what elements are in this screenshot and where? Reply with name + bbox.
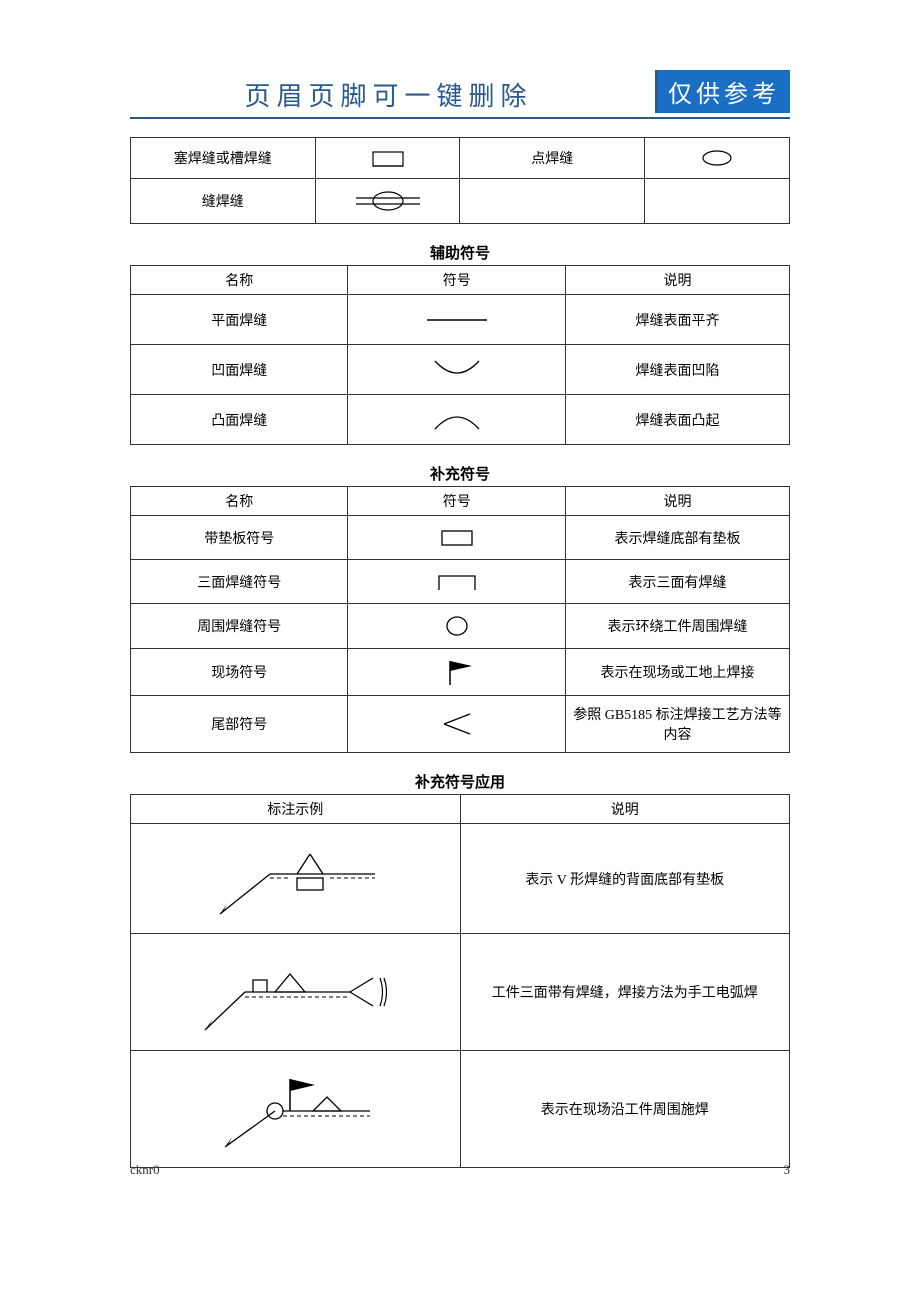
cell-desc: 表示 V 形焊缝的背面底部有垫板 [460, 824, 790, 934]
cell-desc: 参照 GB5185 标注焊接工艺方法等内容 [565, 696, 789, 753]
application-table: 标注示例 说明 表示 V 形焊缝的背面底部有垫板 [130, 794, 790, 1168]
page: 页眉页脚可一键删除 仅供参考 塞焊缝或槽焊缝 点焊缝 缝焊缝 [0, 0, 920, 1208]
section-title: 补充符号 [130, 463, 790, 484]
table-row: 表示在现场沿工件周围施焊 [131, 1051, 790, 1168]
footer-page-number: 3 [784, 1162, 791, 1178]
cell-desc: 焊缝表面凸起 [565, 395, 789, 445]
plug-weld-symbol [315, 138, 460, 179]
cell-name: 点焊缝 [460, 138, 645, 179]
cell-name: 平面焊缝 [131, 295, 348, 345]
three-side-symbol [348, 560, 565, 604]
cell-name: 带垫板符号 [131, 516, 348, 560]
table-header-row: 名称 符号 说明 [131, 487, 790, 516]
col-header: 名称 [131, 266, 348, 295]
cell-desc: 焊缝表面凹陷 [565, 345, 789, 395]
col-header: 符号 [348, 266, 565, 295]
example-field-all-around [131, 1051, 461, 1168]
page-footer: cknr0 3 [130, 1162, 790, 1178]
spot-weld-symbol [645, 138, 790, 179]
col-header: 符号 [348, 487, 565, 516]
table-row: 表示 V 形焊缝的背面底部有垫板 [131, 824, 790, 934]
col-header: 说明 [565, 266, 789, 295]
section-title: 辅助符号 [130, 242, 790, 263]
col-header: 说明 [460, 795, 790, 824]
table-header-row: 标注示例 说明 [131, 795, 790, 824]
header-title: 页眉页脚可一键删除 [130, 76, 647, 113]
example-three-side-manual [131, 934, 461, 1051]
concave-weld-symbol [348, 345, 565, 395]
table-row: 带垫板符号 表示焊缝底部有垫板 [131, 516, 790, 560]
table-row: 凸面焊缝 焊缝表面凸起 [131, 395, 790, 445]
section-title: 补充符号应用 [130, 771, 790, 792]
table-row: 工件三面带有焊缝，焊接方法为手工电弧焊 [131, 934, 790, 1051]
all-around-symbol [348, 604, 565, 649]
cell-name: 缝焊缝 [131, 179, 316, 224]
cell-name: 凹面焊缝 [131, 345, 348, 395]
cell-empty [460, 179, 645, 224]
cell-name: 现场符号 [131, 649, 348, 696]
table-header-row: 名称 符号 说明 [131, 266, 790, 295]
cell-desc: 表示焊缝底部有垫板 [565, 516, 789, 560]
table-row: 平面焊缝 焊缝表面平齐 [131, 295, 790, 345]
cell-desc: 焊缝表面平齐 [565, 295, 789, 345]
field-symbol [348, 649, 565, 696]
seam-weld-symbol [315, 179, 460, 224]
col-header: 标注示例 [131, 795, 461, 824]
cell-empty [645, 179, 790, 224]
table-row: 现场符号 表示在现场或工地上焊接 [131, 649, 790, 696]
table-row: 凹面焊缝 焊缝表面凹陷 [131, 345, 790, 395]
cell-desc: 表示在现场沿工件周围施焊 [460, 1051, 790, 1168]
cell-desc: 表示环绕工件周围焊缝 [565, 604, 789, 649]
table-row: 缝焊缝 [131, 179, 790, 224]
cell-desc: 表示在现场或工地上焊接 [565, 649, 789, 696]
cell-name: 凸面焊缝 [131, 395, 348, 445]
tail-symbol [348, 696, 565, 753]
table-row: 尾部符号 参照 GB5185 标注焊接工艺方法等内容 [131, 696, 790, 753]
aux-symbols-table: 名称 符号 说明 平面焊缝 焊缝表面平齐 凹面焊缝 焊缝表面凹陷 凸面焊缝 焊缝… [130, 265, 790, 445]
cell-name: 塞焊缝或槽焊缝 [131, 138, 316, 179]
supp-symbols-table: 名称 符号 说明 带垫板符号 表示焊缝底部有垫板 三面焊缝符号 表示三面有焊缝 … [130, 486, 790, 753]
page-header: 页眉页脚可一键删除 仅供参考 [130, 70, 790, 119]
cell-desc: 表示三面有焊缝 [565, 560, 789, 604]
cell-name: 尾部符号 [131, 696, 348, 753]
flat-weld-symbol [348, 295, 565, 345]
table-row: 塞焊缝或槽焊缝 点焊缝 [131, 138, 790, 179]
cell-desc: 工件三面带有焊缝，焊接方法为手工电弧焊 [460, 934, 790, 1051]
weld-symbols-table: 塞焊缝或槽焊缝 点焊缝 缝焊缝 [130, 137, 790, 224]
backing-plate-symbol [348, 516, 565, 560]
cell-name: 三面焊缝符号 [131, 560, 348, 604]
header-badge: 仅供参考 [655, 70, 790, 113]
table-row: 三面焊缝符号 表示三面有焊缝 [131, 560, 790, 604]
col-header: 名称 [131, 487, 348, 516]
footer-left: cknr0 [130, 1162, 160, 1178]
col-header: 说明 [565, 487, 789, 516]
cell-name: 周围焊缝符号 [131, 604, 348, 649]
example-v-weld-backing [131, 824, 461, 934]
table-row: 周围焊缝符号 表示环绕工件周围焊缝 [131, 604, 790, 649]
convex-weld-symbol [348, 395, 565, 445]
